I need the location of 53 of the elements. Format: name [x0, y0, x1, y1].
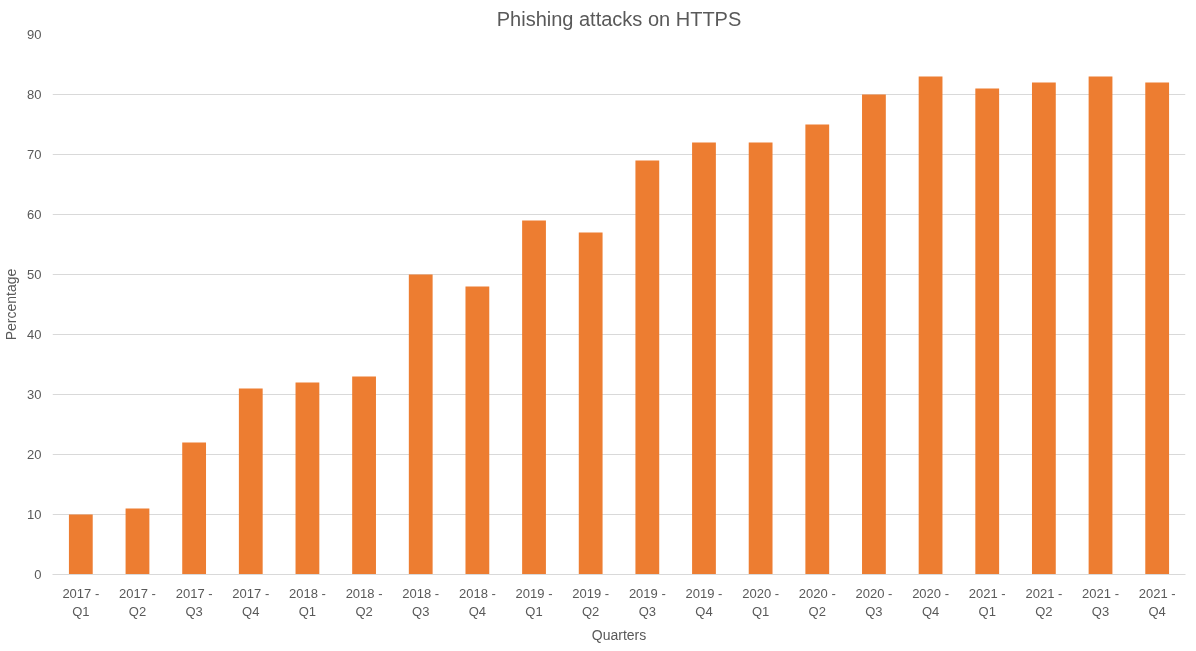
x-tick-label: 2018 - Q2 — [345, 585, 383, 619]
bar — [635, 160, 660, 575]
x-tick-label: 2017 - Q4 — [232, 585, 270, 619]
bar — [522, 220, 546, 575]
bar — [975, 88, 1000, 575]
bar — [408, 274, 433, 575]
y-tick-label: 70 — [27, 147, 42, 162]
bar — [68, 514, 93, 575]
y-tick-label: 20 — [27, 447, 42, 462]
x-tick-label: 2018 - Q4 — [458, 585, 496, 619]
x-tick-label: 2020 - Q4 — [912, 585, 950, 619]
bar — [125, 508, 150, 575]
chart-title: Phishing attacks on HTTPS — [496, 7, 742, 30]
bar — [1088, 76, 1113, 575]
x-tick-label: 2021 - Q4 — [1138, 585, 1176, 619]
bar — [238, 388, 263, 575]
x-tick-label: 2019 - Q1 — [515, 585, 553, 619]
x-tick-label: 2017 - Q2 — [119, 585, 156, 619]
x-axis-title: Quarters — [591, 626, 647, 643]
bar — [352, 376, 376, 575]
y-tick-label: 60 — [27, 207, 42, 222]
y-tick-label: 0 — [34, 567, 42, 582]
x-tick-label: 2021 - Q3 — [1082, 585, 1119, 619]
y-axis-title: Percentage — [3, 268, 20, 341]
x-tick-label: 2019 - Q2 — [572, 585, 610, 619]
y-tick-label: 80 — [27, 87, 42, 102]
bar — [805, 124, 830, 575]
bar — [182, 442, 207, 575]
bar — [1145, 82, 1170, 575]
x-tick-label: 2018 - Q3 — [402, 585, 440, 619]
bar — [1031, 82, 1056, 575]
x-tick-label: 2018 - Q1 — [288, 585, 326, 619]
bar — [295, 382, 320, 575]
y-tick-label: 10 — [27, 507, 42, 522]
x-tick-label: 2020 - Q3 — [855, 585, 893, 619]
bar — [465, 286, 490, 575]
x-tick-label: 2019 - Q3 — [628, 585, 666, 619]
bar — [578, 232, 603, 575]
bar — [862, 94, 886, 575]
y-tick-label: 30 — [27, 387, 42, 402]
bar — [692, 142, 716, 575]
y-tick-label: 90 — [27, 27, 42, 42]
y-tick-label: 40 — [27, 327, 42, 342]
x-tick-label: 2017 - Q1 — [62, 585, 100, 619]
x-tick-label: 2020 - Q2 — [798, 585, 836, 619]
bar — [918, 76, 943, 575]
y-tick-label: 50 — [27, 267, 42, 282]
x-tick-label: 2021 - Q2 — [1025, 585, 1063, 619]
x-tick-label: 2017 - Q3 — [175, 585, 213, 619]
bar — [748, 142, 773, 575]
x-tick-label: 2019 - Q4 — [685, 585, 723, 619]
x-tick-label: 2021 - Q1 — [968, 585, 1006, 619]
x-tick-label: 2020 - Q1 — [742, 585, 780, 619]
